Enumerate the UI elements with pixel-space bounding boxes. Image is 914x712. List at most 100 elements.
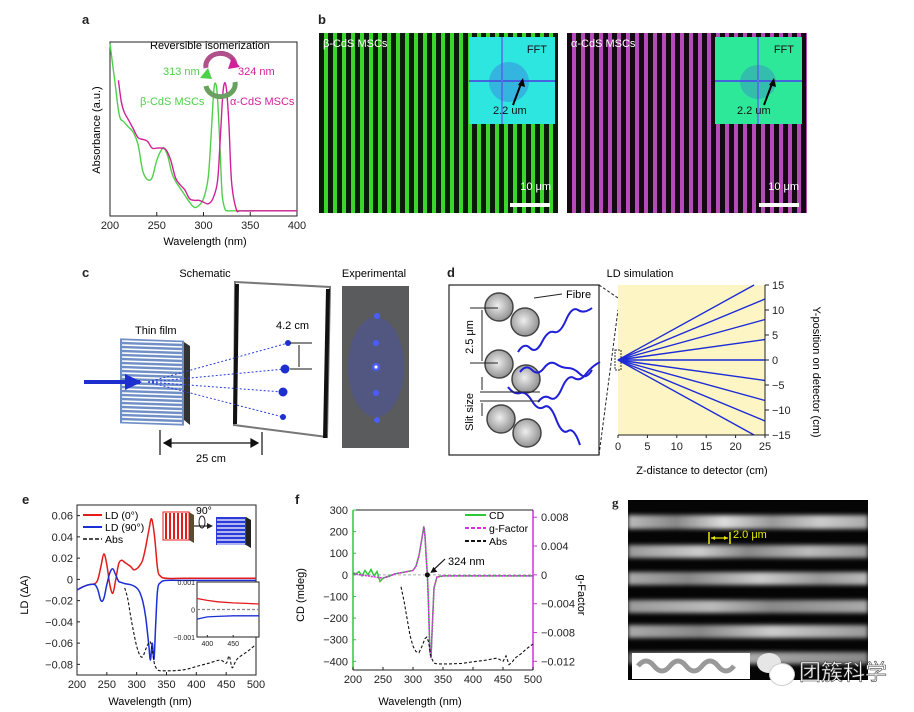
chart-f-ylabel-right: g-Factor <box>575 575 587 616</box>
chart-e-series-2 <box>124 587 257 672</box>
chart-f-xtick-label: 350 <box>434 674 452 686</box>
chart-d-xtick-label: 15 <box>700 441 712 453</box>
chart-f-xlabel: Wavelength (nm) <box>378 696 461 708</box>
chart-f-ytick-label: 0 <box>342 570 348 582</box>
chart-f-ylabel: CD (mdeg) <box>295 568 307 622</box>
beta-scale-label: 10 μm <box>520 181 551 193</box>
chart-f-xtick-label: 250 <box>374 674 392 686</box>
period-label: 2.5 μm <box>464 320 476 354</box>
chart-e-xtick-label: 300 <box>127 679 145 691</box>
film-stripe <box>121 388 183 392</box>
chart-f-xtick-label: 200 <box>344 674 362 686</box>
chart-a-xtick-label: 300 <box>194 220 212 232</box>
chart-f-legend: CD g-Factor Abs <box>465 510 529 548</box>
watermark-text: 团簇科学 <box>799 661 888 687</box>
chart-a-series-1 <box>117 80 297 213</box>
chart-d-ray <box>617 359 766 422</box>
film-stripe <box>121 344 183 348</box>
alpha-fft-inset: FFT 2.2 um <box>715 37 802 124</box>
chart-a-xtick-label: 200 <box>101 220 119 232</box>
annotation-point <box>424 572 430 578</box>
film-stripe <box>121 400 183 404</box>
chart-e-xtick-label: 350 <box>157 679 175 691</box>
chart-f-ytick-label: 300 <box>330 505 348 517</box>
beta-micrograph-title: β-CdS MSCs <box>323 38 388 50</box>
schematic-title: Schematic <box>179 268 231 280</box>
chart-f-ytick-right-label: −0.008 <box>541 628 575 640</box>
thin-film-label: Thin film <box>135 325 177 337</box>
chart-e-ytick-label: −0.06 <box>45 638 73 650</box>
chart-f-series-1 <box>352 526 533 659</box>
chart-f-ytick-label: −300 <box>323 635 348 647</box>
chart-d-ytick-label: 0 <box>772 355 778 367</box>
chart-e-ytick-label: 0.02 <box>52 553 73 565</box>
chart-e-xtick-label: 450 <box>217 679 235 691</box>
annotation-324nm: 324 nm <box>448 556 485 568</box>
film-stripe <box>121 412 183 416</box>
diffraction-rays <box>147 342 289 418</box>
chart-d-ray <box>617 359 766 402</box>
beta-fft-label: FFT <box>526 44 547 56</box>
chart-e-xtick-label: 500 <box>247 679 265 691</box>
legend-cd: CD <box>489 510 505 522</box>
helix-micrograph: 2.0 μm <box>628 500 868 680</box>
panel-label-d: d <box>447 265 455 280</box>
chart-e-series-1 <box>76 568 256 661</box>
helix-icon <box>636 658 736 674</box>
arrow-icon <box>512 78 525 106</box>
chart-a-alpha-label: α-CdS MSCs <box>230 96 295 108</box>
chart-d-ray <box>617 284 755 361</box>
helix-model-inset <box>632 653 750 679</box>
chart-d-ray <box>617 359 755 436</box>
chart-f-ytick-label: −400 <box>323 656 348 668</box>
chart-e: 200 250 300 350 400 450 500 0.06 0.04 0.02 0 −0.02 −… <box>20 504 265 708</box>
chart-f-xtick-label: 300 <box>404 674 422 686</box>
chart-d-ytick-label: 5 <box>772 330 778 342</box>
chart-e-xtick-label: 200 <box>68 679 86 691</box>
chart-e-inset-xtick-label: 400 <box>201 641 213 648</box>
schematic-c: Schematic Experimental Thin film 4.2 cm … <box>84 268 409 465</box>
chart-e-inset-ytick-label: −0.001 <box>173 635 195 642</box>
chart-d: LD simulation Fibre 2.5 μm Slit size 0 5 1… <box>448 268 822 477</box>
chart-e-ylabel: LD (ΔA) <box>20 575 31 614</box>
beta-micrograph: β-CdS MSCs FFT 2.2 um 10 μm <box>319 33 558 213</box>
film-stripe <box>121 392 183 396</box>
thin-film-icon <box>120 338 190 426</box>
chart-d-ray <box>617 359 766 382</box>
alpha-fft-spacing: 2.2 um <box>737 105 771 117</box>
legend-gfactor: g-Factor <box>489 523 529 535</box>
chart-e-xlabel: Wavelength (nm) <box>108 696 191 708</box>
chart-d-ray <box>617 338 766 361</box>
beta-fft-inset: FFT 2.2 um <box>469 37 555 124</box>
film-stripe <box>121 420 183 424</box>
film-stripe <box>121 364 183 368</box>
chart-e-ytick-label: 0.06 <box>52 511 73 523</box>
chart-d-ytick-label: −5 <box>772 380 785 392</box>
experimental-title: Experimental <box>342 268 406 280</box>
legend-ld0: LD (0°) <box>105 510 138 522</box>
film-stripe <box>121 372 183 376</box>
distance-marker <box>159 430 263 455</box>
arrow-icon <box>763 78 776 106</box>
diffraction-spots <box>278 340 291 420</box>
chart-f-xtick-label: 450 <box>494 674 512 686</box>
chart-d-xtick-label: 10 <box>671 441 683 453</box>
film-stripe <box>121 360 183 364</box>
chart-e-series-0 <box>76 518 256 595</box>
chart-d-ytick-label: −15 <box>772 430 791 442</box>
scale-label: 2.0 μm <box>733 529 767 541</box>
film-stripe <box>121 356 183 360</box>
chart-a-xlabel: Wavelength (nm) <box>163 236 246 248</box>
chart-d-xtick-label: 25 <box>759 441 771 453</box>
chart-e-ytick-label: 0.04 <box>52 532 73 544</box>
chart-f-xtick-label: 500 <box>524 674 542 686</box>
annotation-arrowhead-icon <box>430 566 438 573</box>
chart-a-xtick-label: 400 <box>288 220 306 232</box>
film-stripe <box>121 396 183 400</box>
alpha-scale-label: 10 μm <box>768 181 799 193</box>
chart-f: 200 250 300 350 400 450 500 300 200 100 0 −100 −200 −… <box>295 505 587 708</box>
chart-a-series-0 <box>109 43 297 212</box>
film-stripe <box>121 416 183 420</box>
chart-f-ytick-right-label: −0.004 <box>541 599 575 611</box>
chart-f-xtick-label: 400 <box>464 674 482 686</box>
